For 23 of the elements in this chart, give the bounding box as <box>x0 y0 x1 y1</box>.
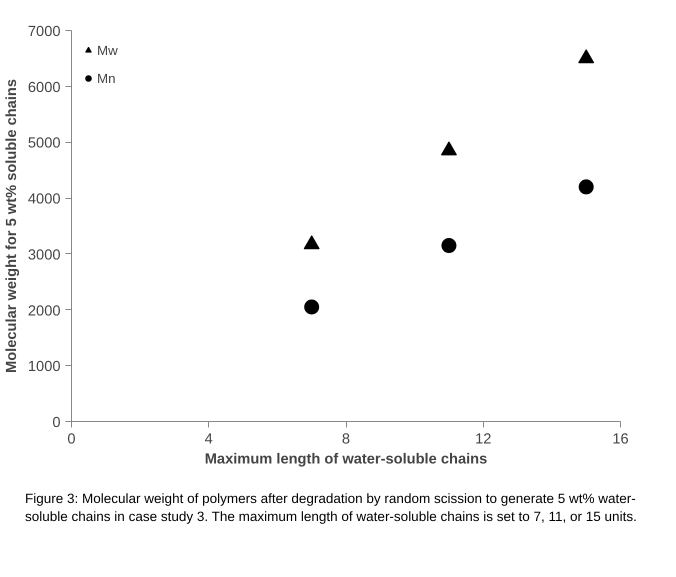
x-tick-label: 8 <box>342 432 350 448</box>
point <box>578 179 594 194</box>
x-tick-label: 0 <box>67 432 76 448</box>
y-tick-label: 6000 <box>28 80 61 96</box>
y-axis-title: Molecular weight for 5 wt% soluble chains <box>4 78 20 373</box>
y-tick-label: 0 <box>52 415 61 431</box>
x-tick-label: 4 <box>204 432 213 448</box>
point <box>578 49 594 64</box>
y-tick-label: 3000 <box>28 247 61 264</box>
x-tick-label: 16 <box>612 432 629 448</box>
y-tick-label: 4000 <box>28 192 61 208</box>
point <box>440 141 457 156</box>
caption: Figure 3: Molecular weight of polymers after degradation by random scission to generate 5 wt% water-soluble chains in case study 3. The maximum length of water-soluble chains is set to 7, 11, or 15 units. <box>25 490 638 526</box>
y-tick-label: 1000 <box>28 359 61 376</box>
x-tick-label: 12 <box>475 432 492 448</box>
x-axis-title: Maximum length of water-soluble chains <box>204 452 488 468</box>
y-tick-label: 2000 <box>28 303 61 320</box>
legend-label: Mn <box>97 70 117 86</box>
y-tick-label: 5000 <box>28 136 61 152</box>
point <box>441 238 456 254</box>
legend-label: Mw <box>97 42 118 58</box>
point <box>304 300 320 314</box>
y-tick-label: 7000 <box>28 24 61 40</box>
